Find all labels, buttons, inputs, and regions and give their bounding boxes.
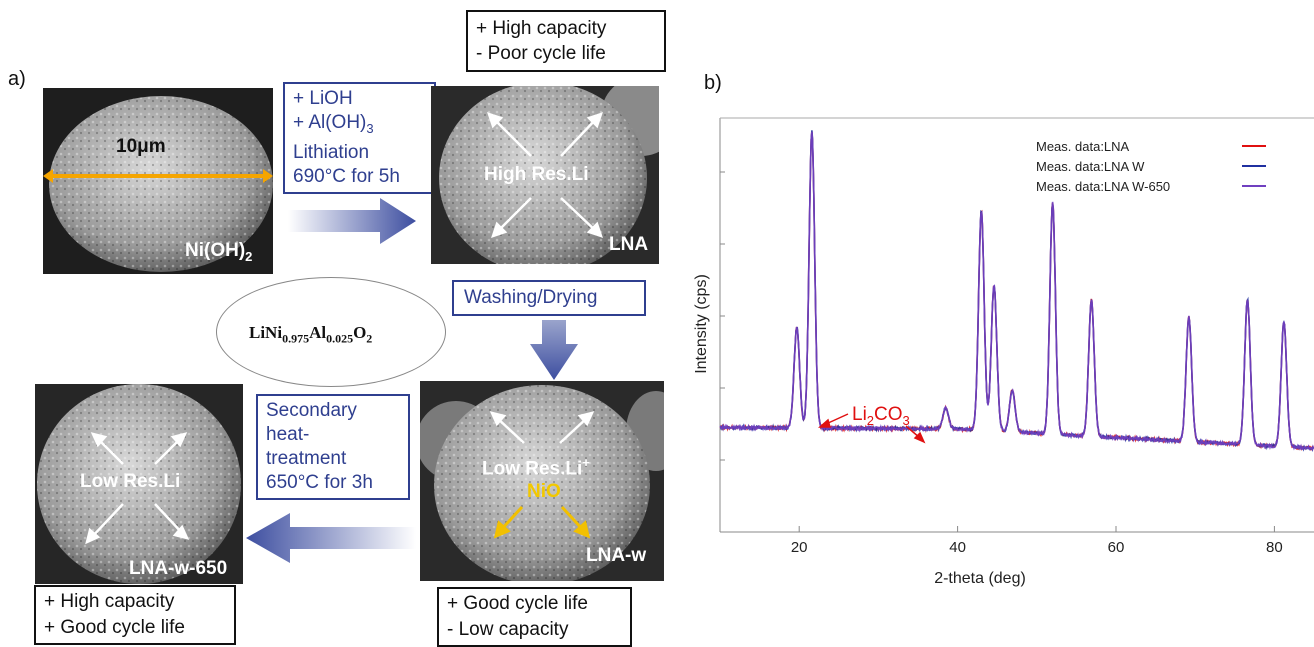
arrow-right-icon	[288, 198, 416, 244]
low-res-li-label: Low Res.Li	[80, 471, 181, 492]
chart-y-label: Intensity (cps)	[693, 274, 710, 374]
legend-label: Meas. data:LNA W	[1036, 159, 1145, 174]
heat-line2: heat-	[266, 424, 310, 445]
lna-w-650-label: LNA-w-650	[129, 558, 228, 579]
lithiation-process-box: + LiOH + Al(OH)3 Lithiation 690°C for 5h	[283, 82, 436, 194]
bottom-left-result-box: + High capacity + Good cycle life	[34, 585, 236, 645]
low-res-li-plus-label: Low Res.Li+	[482, 455, 590, 480]
lithiation-line3: Lithiation	[293, 141, 370, 163]
li2co3-annotation: Li2CO3	[852, 404, 910, 428]
panel-a-label: a)	[8, 68, 26, 90]
series-line-2	[719, 131, 1314, 451]
br-result-line1: + Good cycle life	[447, 593, 588, 614]
sem-image-lna-w: Low Res.Li+ NiO LNA-w	[420, 381, 664, 581]
formula-label: LiNi0.975Al0.025O2	[249, 323, 373, 346]
arrow-down-icon	[530, 320, 578, 380]
top-result-line1: + High capacity	[476, 18, 607, 39]
heat-line1: Secondary	[266, 400, 357, 421]
chart-legend: Meas. data:LNA Meas. data:LNA W Meas. data…	[1036, 139, 1266, 194]
heat-line3: treatment	[266, 448, 347, 469]
bl-result-line1: + High capacity	[44, 591, 175, 612]
arrow-left-icon	[246, 513, 416, 563]
br-result-line2: - Low capacity	[447, 619, 569, 640]
x-tick-label: 40	[949, 539, 966, 556]
top-result-box: + High capacity - Poor cycle life	[466, 10, 666, 72]
xrd-chart: 20 40 60 80 2-theta (deg) Intensity (cps) M…	[693, 117, 1314, 587]
nioh2-label: Ni(OH)2	[185, 240, 253, 264]
nio-label: NiO	[527, 481, 561, 502]
heat-line4: 650°C for 3h	[266, 472, 373, 493]
sem-image-lna-w-650: Low Res.Li LNA-w-650	[35, 384, 243, 584]
scale-arrow-icon	[43, 169, 273, 183]
formula-ellipse	[216, 277, 446, 387]
lithiation-line1: + LiOH	[293, 88, 353, 109]
top-result-line2: - Poor cycle life	[476, 43, 606, 64]
panel-b-label: b)	[704, 72, 722, 94]
lna-label: LNA	[609, 234, 649, 255]
sem-image-lna: High Res.Li LNA	[431, 86, 659, 264]
scale-label: 10μm	[116, 136, 166, 157]
legend-label: Meas. data:LNA	[1036, 139, 1130, 154]
legend-label: Meas. data:LNA W-650	[1036, 179, 1170, 194]
bl-result-line2: + Good cycle life	[44, 617, 185, 638]
secondary-heat-treatment-box: Secondary heat- treatment 650°C for 3h	[256, 394, 410, 500]
washing-drying-box: Washing/Drying	[452, 280, 646, 316]
lithiation-line2: + Al(OH)3	[293, 112, 374, 136]
lithiation-line4: 690°C for 5h	[293, 165, 400, 187]
chart-x-label: 2-theta (deg)	[934, 570, 1026, 587]
li2co3-arrows-icon	[818, 413, 926, 444]
x-tick-label: 20	[791, 539, 808, 556]
x-tick-label: 80	[1266, 539, 1283, 556]
lna-w-label: LNA-w	[586, 545, 647, 566]
sem-image-nioh2: 10μm Ni(OH)2	[43, 88, 273, 274]
bottom-right-result-box: + Good cycle life - Low capacity	[437, 587, 632, 647]
high-res-li-label: High Res.Li	[484, 164, 589, 185]
x-tick-label: 60	[1108, 539, 1125, 556]
